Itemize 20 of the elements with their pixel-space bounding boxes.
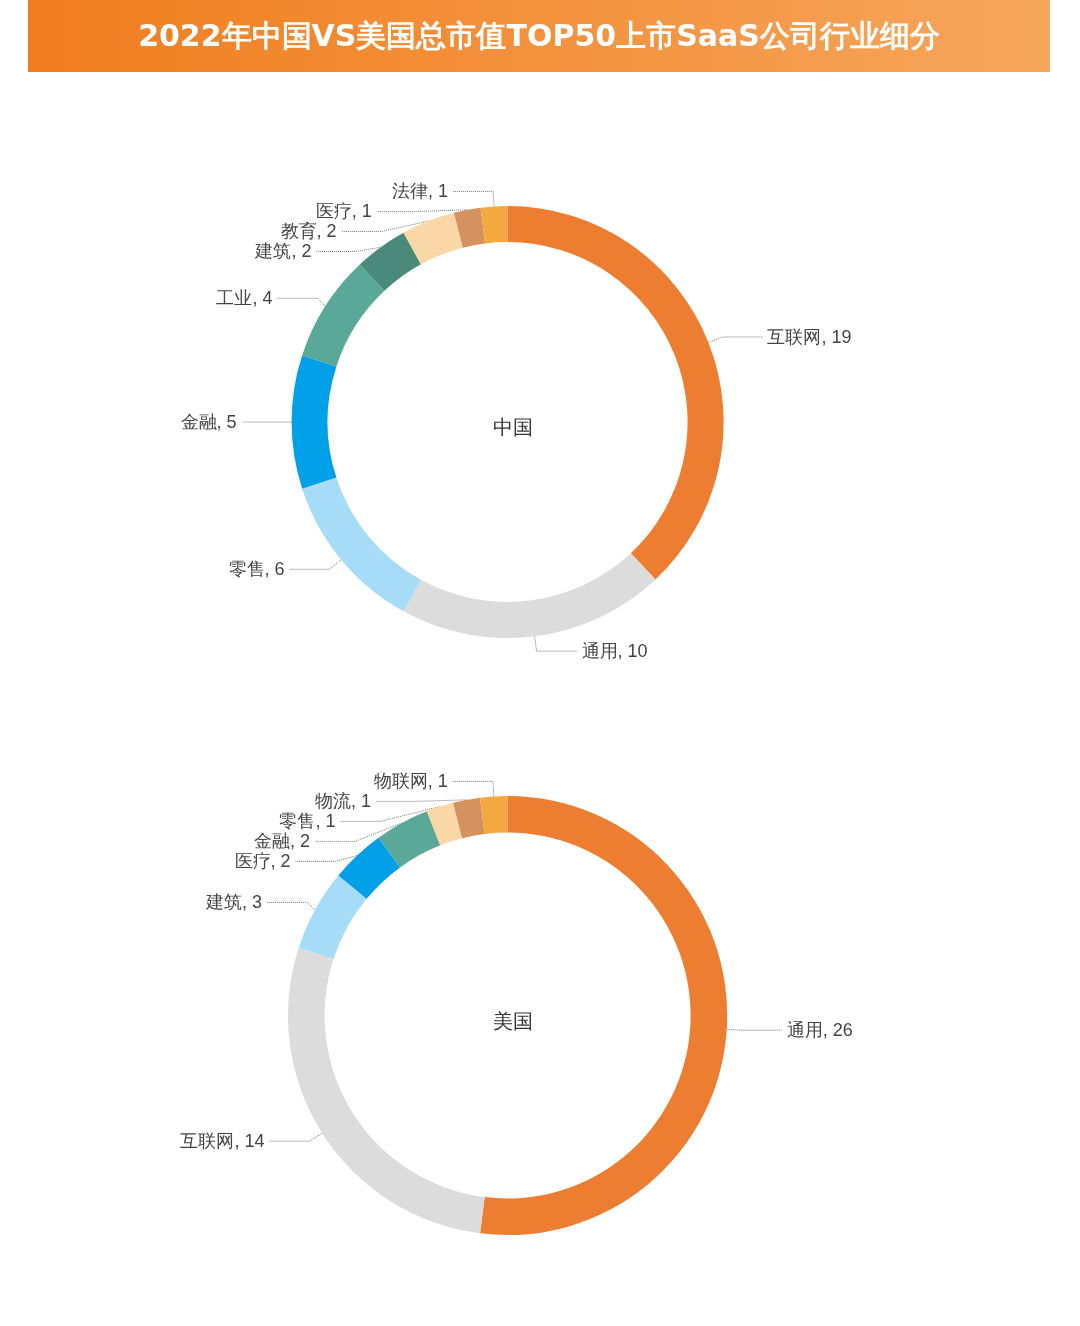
slice-label: 互联网, 19 bbox=[767, 326, 852, 347]
slice-label: 物联网, 1 bbox=[373, 771, 448, 792]
slice-label: 建筑, 3 bbox=[204, 892, 262, 913]
chart-title: 2022年中国VS美国总市值TOP50上市SaaS公司行业细分 bbox=[28, 0, 1050, 72]
slice-label: 零售, 6 bbox=[228, 559, 285, 580]
slice-label: 通用, 26 bbox=[786, 1020, 853, 1041]
slice-label: 法律, 1 bbox=[392, 181, 449, 202]
slice-label: 医疗, 1 bbox=[315, 201, 372, 222]
slice-label: 零售, 1 bbox=[279, 811, 336, 832]
text: 美国 bbox=[492, 1009, 533, 1032]
slice-label: 金融, 2 bbox=[254, 831, 311, 852]
slice-label: 金融, 5 bbox=[180, 412, 237, 432]
slice-label: 互联网, 14 bbox=[180, 1131, 265, 1152]
slice-label: 通用, 10 bbox=[581, 641, 648, 662]
slice-label: 建筑, 2 bbox=[254, 241, 312, 262]
slice-label: 工业, 4 bbox=[216, 288, 273, 309]
text: 中国 bbox=[492, 416, 533, 438]
slice-label: 医疗, 2 bbox=[234, 851, 291, 872]
slice-label: 物流, 1 bbox=[315, 791, 372, 812]
slice-label: 教育, 2 bbox=[280, 221, 337, 242]
